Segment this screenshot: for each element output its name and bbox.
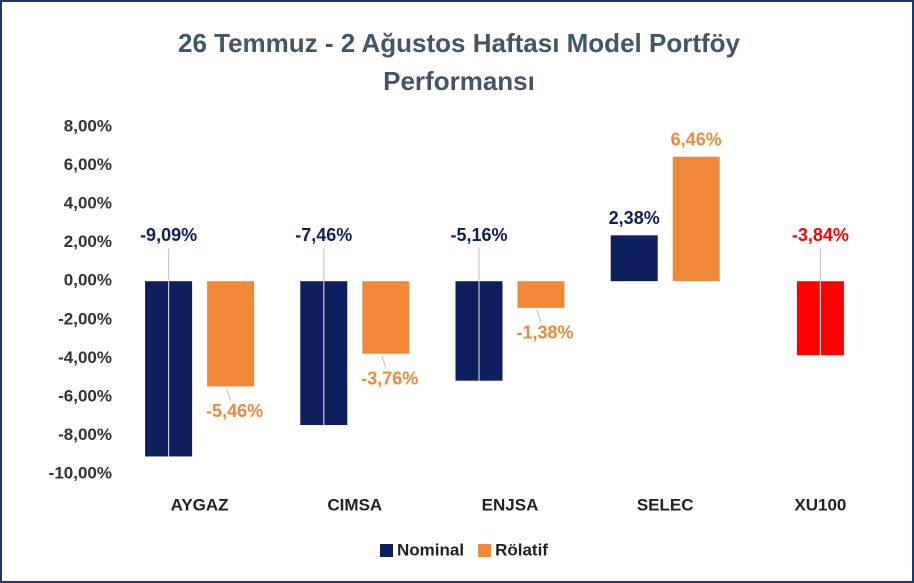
bar — [362, 281, 410, 354]
y-tick-label: -6,00% — [58, 386, 112, 405]
y-tick-label: -8,00% — [58, 425, 112, 444]
bar — [517, 281, 565, 308]
bar — [672, 156, 720, 282]
value-label: -7,46% — [295, 225, 352, 245]
x-tick-label: ENJSA — [482, 495, 539, 514]
legend-label: Nominal — [397, 540, 464, 559]
legend-swatch — [478, 544, 492, 557]
x-tick-label: CIMSA — [327, 495, 382, 514]
value-label: 2,38% — [609, 208, 660, 228]
bar — [207, 281, 255, 387]
legend-swatch — [380, 544, 393, 557]
y-tick-label: -10,00% — [49, 463, 112, 482]
value-label: -9,09% — [140, 225, 197, 245]
x-tick-label: SELEC — [637, 495, 694, 514]
value-label: -5,46% — [206, 401, 263, 421]
y-tick-label: 0,00% — [64, 271, 112, 290]
value-label: -1,38% — [516, 323, 573, 343]
y-tick-label: -2,00% — [58, 309, 112, 328]
bar — [610, 235, 658, 282]
value-label: -3,76% — [361, 368, 418, 388]
y-tick-label: 2,00% — [64, 232, 112, 251]
x-tick-label: AYGAZ — [171, 495, 229, 514]
value-label: -3,84% — [792, 225, 849, 245]
x-tick-label: XU100 — [794, 495, 846, 514]
value-label: 6,46% — [671, 129, 722, 149]
leader-line — [226, 388, 232, 401]
leader-line — [381, 355, 387, 368]
chart-title: 26 Temmuz - 2 Ağustos Haftası Model Port… — [178, 28, 740, 96]
legend-label: Rölatif — [495, 540, 548, 559]
y-tick-label: 8,00% — [64, 116, 112, 135]
y-tick-label: 4,00% — [64, 194, 112, 213]
leader-line — [536, 309, 542, 323]
y-tick-label: -4,00% — [58, 348, 112, 367]
y-tick-label: 6,00% — [64, 155, 112, 174]
value-label: -5,16% — [450, 225, 507, 245]
